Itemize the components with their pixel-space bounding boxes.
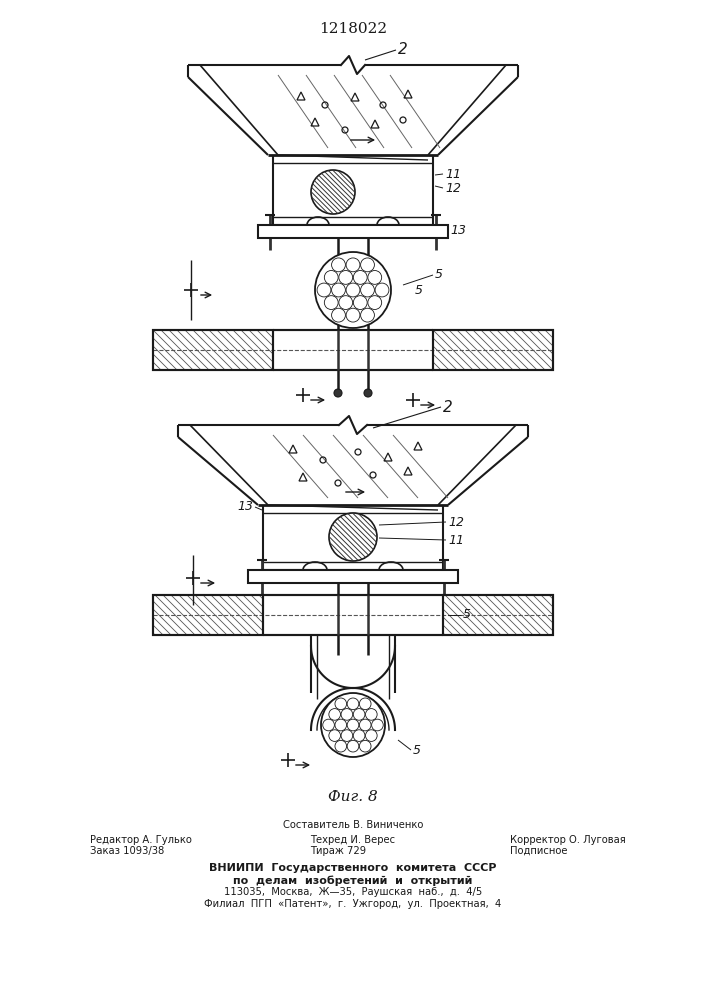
Circle shape	[332, 308, 346, 322]
Text: 5: 5	[413, 744, 421, 756]
Circle shape	[359, 740, 371, 752]
Text: по  делам  изобретений  и  открытий: по делам изобретений и открытий	[233, 875, 473, 886]
Circle shape	[354, 271, 367, 284]
Circle shape	[372, 719, 383, 731]
Bar	[153, 595, 553, 635]
Circle shape	[347, 719, 359, 731]
Circle shape	[335, 740, 346, 752]
Circle shape	[346, 308, 360, 322]
Circle shape	[361, 283, 375, 297]
Circle shape	[361, 258, 375, 272]
Circle shape	[329, 513, 377, 561]
Bar	[258, 225, 448, 238]
Bar	[443, 595, 553, 635]
Circle shape	[354, 709, 365, 720]
Circle shape	[347, 740, 359, 752]
Text: Редактор А. Гулько: Редактор А. Гулько	[90, 835, 192, 845]
Text: Фиг. 8: Фиг. 8	[328, 790, 378, 804]
Circle shape	[332, 258, 346, 272]
Circle shape	[354, 730, 365, 741]
Circle shape	[354, 296, 367, 309]
Text: 5: 5	[415, 284, 423, 296]
Text: 11: 11	[448, 534, 464, 546]
Circle shape	[334, 389, 342, 397]
Circle shape	[325, 296, 338, 309]
Text: Техред И. Верес: Техред И. Верес	[310, 835, 395, 845]
Circle shape	[321, 693, 385, 757]
Text: Корректор О. Луговая: Корректор О. Луговая	[510, 835, 626, 845]
Circle shape	[347, 698, 359, 710]
Circle shape	[315, 252, 391, 328]
Circle shape	[364, 389, 372, 397]
Circle shape	[335, 719, 346, 731]
Circle shape	[359, 698, 371, 710]
Circle shape	[311, 170, 355, 214]
Text: 13: 13	[450, 225, 466, 237]
Text: 13: 13	[237, 500, 253, 514]
Circle shape	[346, 283, 360, 297]
Text: 5: 5	[463, 608, 471, 621]
Circle shape	[325, 271, 338, 284]
Text: Составитель В. Виниченко: Составитель В. Виниченко	[283, 820, 423, 830]
Circle shape	[366, 709, 377, 720]
Text: 113035,  Москва,  Ж—35,  Раушская  наб.,  д.  4/5: 113035, Москва, Ж—35, Раушская наб., д. …	[224, 887, 482, 897]
Bar	[153, 330, 553, 370]
Circle shape	[346, 258, 360, 272]
Circle shape	[332, 283, 346, 297]
Circle shape	[322, 719, 334, 731]
Bar	[153, 595, 263, 635]
Circle shape	[359, 719, 371, 731]
Circle shape	[329, 730, 341, 741]
Circle shape	[375, 283, 389, 297]
Bar	[433, 330, 553, 370]
Circle shape	[329, 709, 341, 720]
Circle shape	[317, 283, 331, 297]
Bar	[248, 570, 458, 583]
Text: Подписное: Подписное	[510, 846, 568, 856]
Circle shape	[368, 296, 382, 309]
Circle shape	[366, 730, 377, 741]
Circle shape	[361, 308, 375, 322]
Text: ВНИИПИ  Государственного  комитета  СССР: ВНИИПИ Государственного комитета СССР	[209, 863, 497, 873]
Circle shape	[368, 271, 382, 284]
Bar	[153, 330, 273, 370]
Circle shape	[339, 271, 353, 284]
Text: 12: 12	[448, 516, 464, 528]
Text: 11: 11	[445, 167, 461, 180]
Text: 1218022: 1218022	[319, 22, 387, 36]
Text: Заказ 1093/38: Заказ 1093/38	[90, 846, 164, 856]
Circle shape	[339, 296, 353, 309]
Circle shape	[335, 698, 346, 710]
Text: 2: 2	[398, 42, 408, 57]
Text: Филиал  ПГП  «Патент»,  г.  Ужгород,  ул.  Проектная,  4: Филиал ПГП «Патент», г. Ужгород, ул. Про…	[204, 899, 502, 909]
Text: 5: 5	[435, 268, 443, 282]
Text: 12: 12	[445, 182, 461, 194]
Circle shape	[341, 709, 353, 720]
Text: Тираж 729: Тираж 729	[310, 846, 366, 856]
Circle shape	[341, 730, 353, 741]
Text: 2: 2	[443, 399, 452, 414]
